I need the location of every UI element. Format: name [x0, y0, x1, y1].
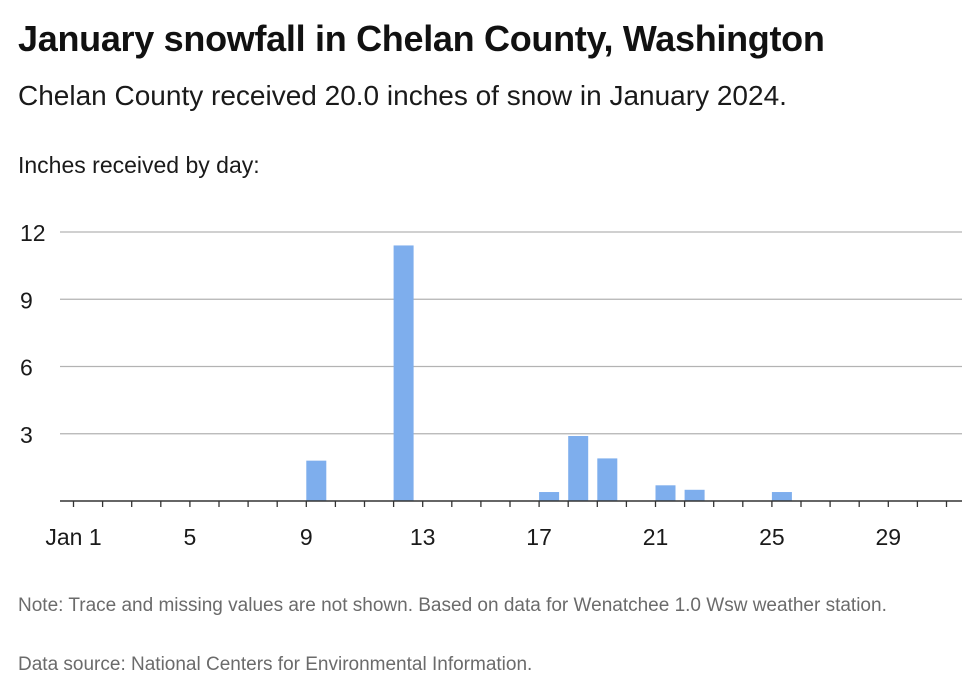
x-axis [60, 500, 962, 507]
x-tick-label: 21 [643, 524, 669, 550]
bar [655, 485, 676, 501]
chart-note: Note: Trace and missing values are not s… [18, 595, 887, 616]
data-source: Data source: National Centers for Enviro… [18, 654, 533, 675]
x-tick-labels: Jan 1 5 9 13 17 21 25 29 [45, 524, 901, 550]
bar [771, 492, 792, 501]
bar [568, 435, 589, 501]
chart-title: January snowfall in Chelan County, Washi… [18, 18, 825, 59]
y-tick-label: 12 [20, 220, 46, 246]
x-tick-label: Jan 1 [45, 524, 101, 550]
bars [306, 245, 792, 501]
y-tick-labels: 3 6 9 12 [20, 220, 46, 448]
x-tick-label: 25 [759, 524, 785, 550]
gridlines [60, 231, 962, 435]
bar [539, 492, 560, 501]
x-tick-label: 5 [184, 524, 197, 550]
bar [393, 245, 414, 501]
chart-subtitle: Chelan County received 20.0 inches of sn… [18, 80, 787, 111]
x-tick-label: 17 [526, 524, 552, 550]
bar [306, 460, 327, 501]
bar [684, 489, 705, 501]
bar-chart: 3 6 9 12 Jan 1 5 9 13 17 21 25 29 [20, 220, 962, 550]
bar [597, 458, 618, 501]
x-tick-label: 9 [300, 524, 313, 550]
x-tick-label: 29 [876, 524, 902, 550]
x-tick-label: 13 [410, 524, 436, 550]
y-tick-label: 9 [20, 287, 33, 313]
y-axis-label: Inches received by day: [18, 152, 260, 178]
y-tick-label: 6 [20, 355, 33, 381]
y-tick-label: 3 [20, 422, 33, 448]
